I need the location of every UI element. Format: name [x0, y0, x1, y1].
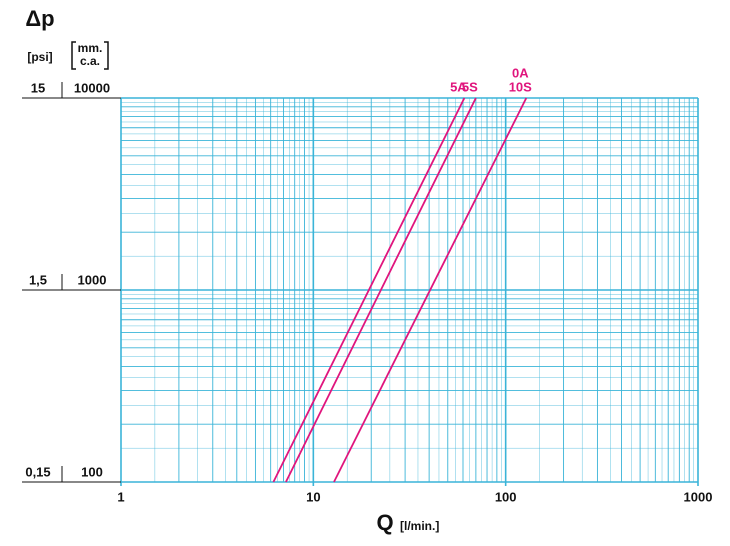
y-tick-label: 10000 — [74, 80, 110, 95]
x-unit: [l/min.] — [400, 519, 439, 533]
y-unit: c.a. — [80, 54, 100, 68]
series-label: 10S — [509, 79, 532, 94]
unit-bracket — [71, 41, 109, 70]
y2-tick-label: 15 — [31, 80, 45, 95]
x-label: Q — [376, 510, 393, 535]
y-label: Δp — [25, 6, 54, 31]
series-label: 5A — [450, 79, 467, 94]
series-label: 5S — [462, 79, 478, 94]
series-line — [285, 97, 477, 483]
series-label: 0A — [512, 65, 529, 80]
x-tick-label: 1 — [117, 489, 124, 504]
y-unit: mm. — [78, 41, 103, 55]
series-line — [333, 97, 528, 483]
y-tick-label: 1000 — [78, 272, 107, 287]
y2-tick-label: 0,15 — [25, 464, 50, 479]
y2-tick-label: 1,5 — [29, 272, 47, 287]
series-line — [272, 97, 466, 483]
x-tick-label: 10 — [306, 489, 320, 504]
y2-label: [psi] — [27, 50, 52, 64]
x-tick-label: 1000 — [684, 489, 713, 504]
y-tick-label: 100 — [81, 464, 103, 479]
x-tick-label: 100 — [495, 489, 517, 504]
